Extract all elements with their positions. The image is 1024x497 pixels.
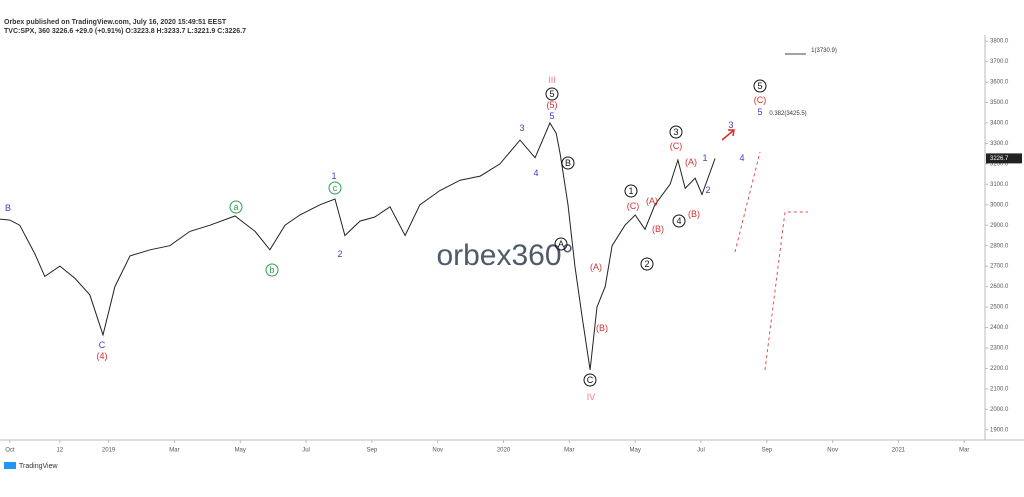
x-tick-label: 2021 — [892, 448, 906, 454]
projection-lines — [734, 151, 808, 371]
x-tick-label: 2020 — [497, 448, 511, 454]
y-tick-label: 2000.0 — [990, 407, 1009, 413]
wave-label: 3 — [673, 127, 678, 137]
x-tick-label: Nov — [432, 448, 443, 454]
wave-label: (B) — [596, 323, 608, 333]
price-line — [0, 121, 716, 370]
y-tick-label: 3600.0 — [990, 80, 1009, 86]
last-price-box — [986, 153, 1022, 164]
wave-label: C — [587, 375, 594, 385]
wave-label: (C) — [670, 141, 683, 151]
wave-label: 1 — [628, 186, 633, 196]
wave-label: 5 — [757, 81, 762, 91]
symbol-info: TVC:SPX, 360 3226.6 +29.0 (+0.91%) O:322… — [4, 28, 246, 35]
wave-label: 5 — [757, 107, 762, 117]
y-tick-label: 2900.0 — [990, 223, 1009, 229]
x-tick-label: May — [629, 448, 640, 454]
y-tick-label: 2800.0 — [990, 243, 1009, 249]
x-tick-label: May — [235, 448, 246, 454]
wave-label: (B) — [652, 224, 664, 234]
y-tick-label: 2400.0 — [990, 325, 1009, 331]
x-tick-label: Sep — [367, 448, 378, 454]
y-tick-label: 3000.0 — [990, 202, 1009, 208]
y-tick-label: 2500.0 — [990, 305, 1009, 311]
x-tick-label: Sep — [761, 448, 772, 454]
wave-circle — [583, 373, 597, 387]
x-tick-label: Jul — [697, 448, 705, 454]
x-tick-label: Jul — [302, 448, 310, 454]
y-tick-label: 3100.0 — [990, 182, 1009, 188]
wave-label: A — [558, 239, 564, 249]
y-tick-label: 3300.0 — [990, 141, 1009, 147]
y-tick-label: 3700.0 — [990, 59, 1009, 65]
wave-label: 2 — [337, 249, 342, 259]
wave-label: C — [99, 340, 106, 350]
wave-label: 2 — [644, 259, 649, 269]
publisher: Orbex published on TradingView.com, July… — [4, 19, 227, 26]
y-tick-label: 2200.0 — [990, 366, 1009, 372]
wave-label: (B) — [688, 209, 700, 219]
x-tick-label: Mar — [959, 448, 969, 454]
wave-circle — [669, 125, 683, 139]
wave-circle — [545, 87, 559, 101]
wave-label: a — [233, 202, 238, 212]
wave-circle — [753, 79, 767, 93]
tv-logo — [4, 462, 16, 469]
wave-label: 1 — [331, 171, 336, 181]
wave-label: 3 — [519, 123, 524, 133]
y-tick-label: 3800.0 — [990, 39, 1009, 45]
wave-label: 0.382(3425.5) — [769, 111, 806, 117]
wave-circle — [328, 181, 342, 195]
footer: TradingView — [19, 463, 58, 470]
x-tick-label: Nov — [827, 448, 838, 454]
wave-label: B — [5, 203, 11, 213]
wave-label: 1 — [702, 153, 707, 163]
wave-label: c — [333, 183, 338, 193]
y-tick-label: 2600.0 — [990, 284, 1009, 290]
y-tick-label: 1900.0 — [990, 427, 1009, 433]
wave-label: B — [565, 158, 571, 168]
wave-label: (C) — [754, 95, 767, 105]
wave-label: (4) — [97, 351, 108, 361]
y-tick-label: 2100.0 — [990, 386, 1009, 392]
wave-label: 4 — [533, 168, 538, 178]
wave-label: (A) — [646, 196, 658, 206]
wave-label: (A) — [685, 157, 697, 167]
wave-circle — [640, 257, 654, 271]
x-tick-label: 12 — [57, 448, 64, 454]
wave-label: III — [548, 75, 556, 85]
wave-circle — [265, 263, 279, 277]
wave-label: (5) — [547, 100, 558, 110]
wave-label: 2 — [705, 185, 710, 195]
wave-label: 5 — [549, 89, 554, 99]
y-tick-label: 2700.0 — [990, 264, 1009, 270]
wave-label: 3 — [728, 120, 733, 130]
y-tick-label: 2300.0 — [990, 346, 1009, 352]
wave-circle — [672, 214, 686, 228]
wave-label: 1(3730.9) — [811, 48, 837, 54]
wave-label: IV — [587, 392, 596, 402]
x-tick-label: Mar — [169, 448, 179, 454]
wave-label: 4 — [676, 216, 681, 226]
projection-arrow — [721, 129, 735, 141]
wave-circle — [229, 200, 243, 214]
last-price-label: 3226.7 — [990, 156, 1009, 162]
wave-circle — [624, 184, 638, 198]
y-tick-label: 3500.0 — [990, 100, 1009, 106]
wave-label: (A) — [590, 262, 602, 272]
wave-label: b — [269, 265, 274, 275]
wave-label: (C) — [627, 201, 640, 211]
watermark: orbex360° — [436, 239, 573, 272]
x-tick-label: Oct — [5, 448, 15, 454]
wave-label: 4 — [739, 153, 744, 163]
x-tick-label: Mar — [564, 448, 574, 454]
y-tick-label: 3400.0 — [990, 121, 1009, 127]
y-tick-label: 3200.0 — [990, 161, 1009, 167]
wave-circle — [554, 237, 568, 251]
x-tick-label: 2019 — [102, 448, 116, 454]
wave-label: 5 — [549, 111, 554, 121]
wave-circle — [561, 156, 575, 170]
